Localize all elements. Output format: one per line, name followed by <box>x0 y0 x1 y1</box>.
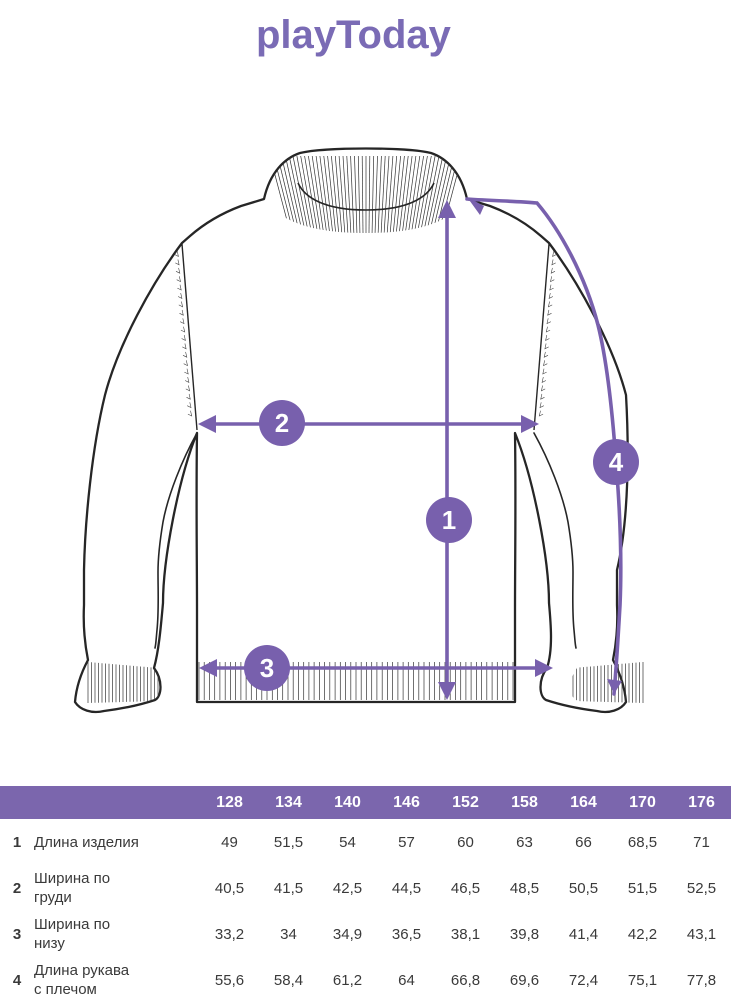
svg-text:1: 1 <box>442 505 456 535</box>
svg-text:3: 3 <box>260 653 274 683</box>
svg-text:4: 4 <box>609 447 624 477</box>
svg-text:2: 2 <box>275 408 289 438</box>
